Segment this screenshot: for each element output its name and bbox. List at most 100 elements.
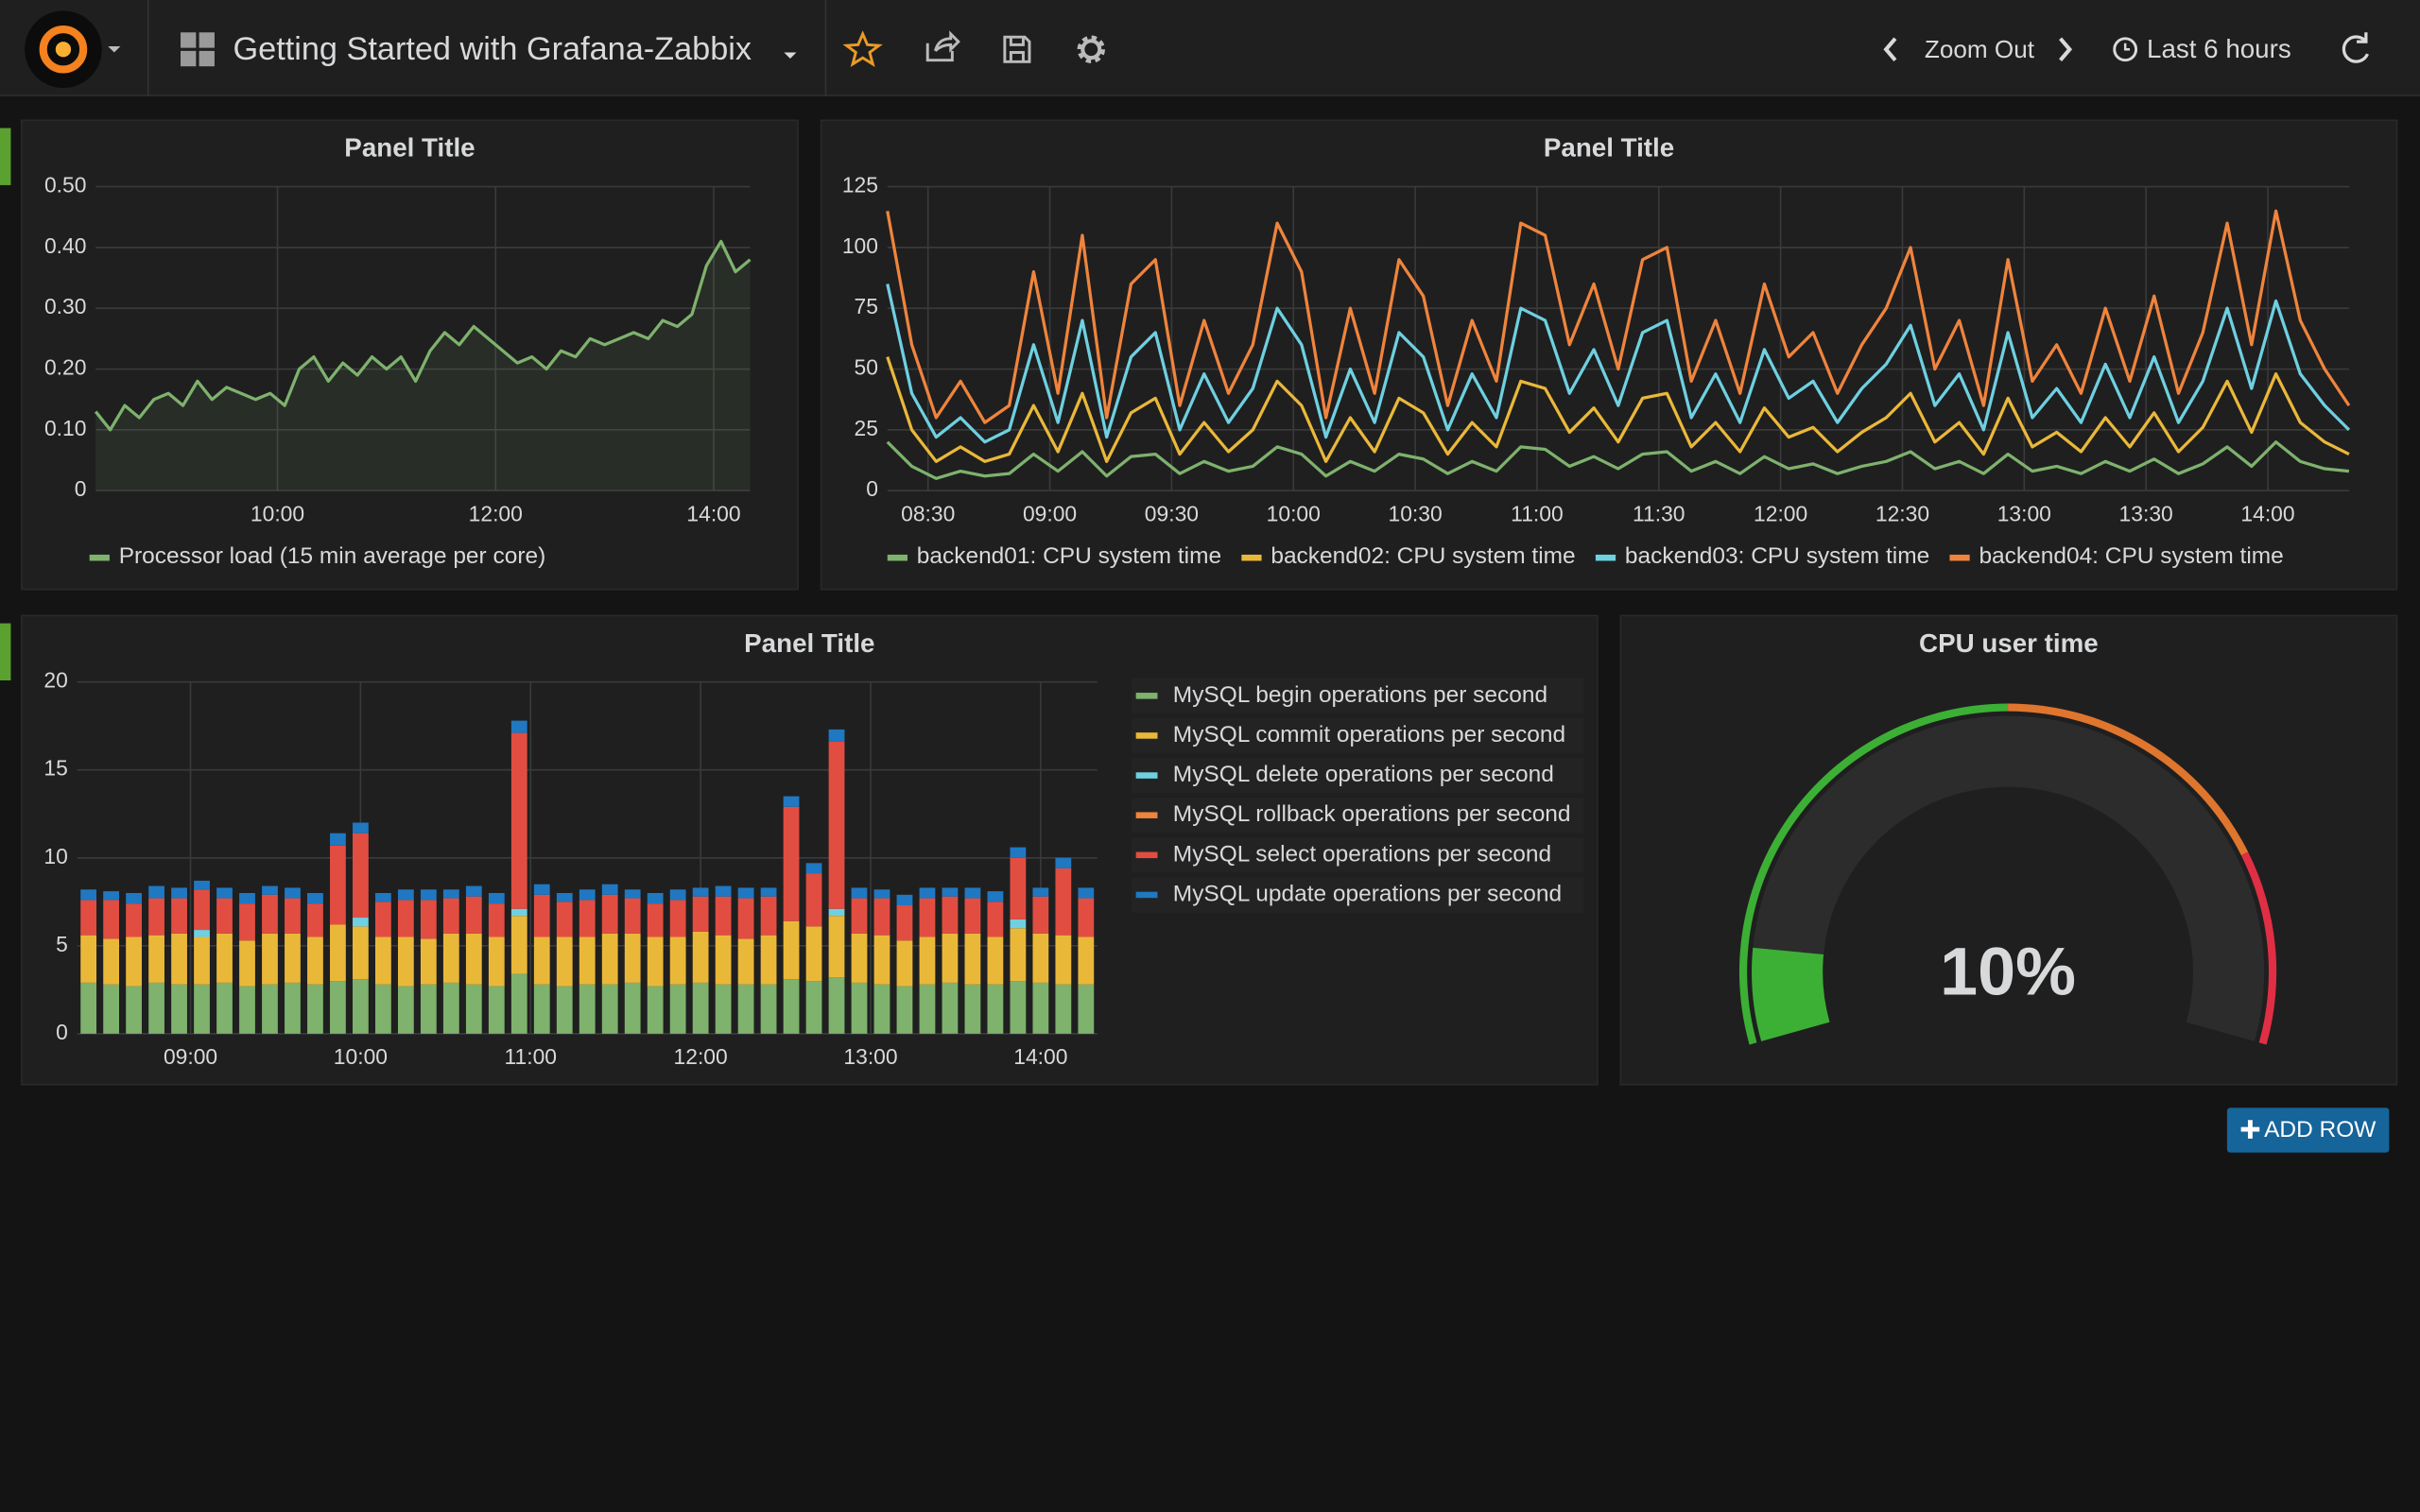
legend-swatch — [1135, 772, 1158, 779]
bar-segment — [1010, 928, 1027, 982]
bar-segment — [919, 898, 936, 937]
y-tick-label: 0 — [866, 476, 878, 501]
bar-segment — [488, 903, 505, 937]
bar-segment — [896, 905, 913, 941]
y-tick-label: 0.20 — [44, 355, 86, 380]
zoom-forward[interactable] — [2059, 37, 2073, 62]
bar-segment — [624, 898, 641, 934]
y-tick-label: 50 — [855, 355, 878, 380]
panel — [820, 119, 2398, 591]
bar-segment — [262, 894, 278, 934]
bar-segment — [556, 986, 573, 1034]
bar-segment — [510, 732, 527, 909]
bar-segment — [579, 900, 596, 937]
bar-segment — [828, 916, 845, 978]
bar-segment — [715, 885, 732, 897]
bar-segment — [353, 822, 369, 833]
bar-segment — [647, 903, 664, 937]
y-tick-label: 20 — [43, 668, 67, 693]
row-marker[interactable] — [0, 128, 11, 185]
bar-segment — [1010, 857, 1027, 919]
bar-segment — [262, 933, 278, 985]
add-row-label: ADD ROW — [2264, 1117, 2377, 1143]
bar-segment — [1032, 933, 1049, 983]
navbar — [0, 0, 2420, 96]
y-tick-label: 0.30 — [44, 294, 86, 318]
cog-teeth — [1077, 35, 1105, 63]
bar-segment — [783, 979, 800, 1034]
y-tick-label: 25 — [855, 416, 878, 440]
bar-segment — [171, 933, 187, 985]
bar-segment — [353, 979, 369, 1034]
bar-segment — [805, 863, 822, 874]
bar-segment — [1055, 857, 1072, 868]
bar-segment — [239, 986, 255, 1034]
bar-segment — [987, 984, 1004, 1034]
bar-segment — [1032, 896, 1049, 934]
logo-core — [55, 42, 72, 58]
bar-segment — [556, 902, 573, 937]
bar-segment — [103, 891, 119, 901]
x-tick-label: 10:00 — [251, 501, 304, 525]
bar-segment — [442, 933, 459, 983]
bar-segment — [942, 887, 959, 897]
settings-button[interactable] — [1077, 35, 1105, 63]
bar-segment — [942, 933, 959, 983]
bar-segment — [760, 887, 777, 897]
bar-segment — [1078, 936, 1095, 985]
save-button[interactable] — [1003, 35, 1031, 63]
panel-title: Panel Title — [744, 628, 874, 658]
bar-segment — [285, 933, 301, 983]
legend-row-bg — [1131, 757, 1584, 794]
legend-row-bg — [1131, 678, 1584, 714]
bar-segment — [420, 900, 437, 939]
bar-segment — [330, 833, 346, 846]
y-tick-label: 5 — [56, 932, 68, 956]
bar-segment — [533, 936, 550, 985]
zoom-back[interactable] — [1883, 37, 1897, 62]
legend-swatch — [1135, 851, 1158, 859]
bar-segment — [533, 884, 550, 895]
bar-segment — [669, 900, 686, 937]
line-series — [886, 440, 2350, 480]
grid-icon-cell — [199, 32, 215, 48]
bar-segment — [556, 892, 573, 902]
row-marker[interactable] — [0, 623, 11, 680]
bar-segment — [420, 889, 437, 901]
legend-label: backend04: CPU system time — [1979, 543, 2283, 569]
legend-label: MySQL update operations per second — [1173, 881, 1562, 906]
time-picker[interactable]: Last 6 hours — [2113, 34, 2291, 63]
threshold-band — [2240, 851, 2277, 1045]
bar-segment — [510, 720, 527, 733]
bar-segment — [374, 936, 391, 985]
bar-segment — [624, 982, 641, 1034]
panel-title: CPU user time — [1919, 628, 2099, 658]
bar-segment — [669, 936, 686, 985]
logo-caret — [108, 45, 121, 53]
zoom-out[interactable]: Zoom Out — [1925, 35, 2035, 63]
x-tick-label: 08:30 — [901, 501, 955, 525]
bar-segment — [647, 936, 664, 987]
bar-segment — [397, 936, 414, 987]
legend-swatch — [1949, 554, 1970, 561]
bar-segment — [353, 833, 369, 919]
dashboard-picker[interactable]: Getting Started with Grafana-Zabbix — [181, 31, 797, 67]
bar-segment — [80, 935, 97, 983]
bar-segment — [737, 938, 754, 985]
bar-segment — [216, 982, 233, 1034]
bar-segment — [851, 887, 868, 899]
add-row-button[interactable]: ADD ROW — [2226, 1108, 2390, 1153]
x-tick-label: 10:00 — [1267, 501, 1321, 525]
bar-segment — [692, 887, 709, 897]
bar-segment — [397, 900, 414, 937]
bar-segment — [579, 984, 596, 1034]
refresh-button[interactable] — [2342, 32, 2369, 63]
logo[interactable] — [25, 10, 121, 89]
share-button[interactable] — [925, 30, 960, 62]
bar-segment — [465, 984, 482, 1034]
bar-segment — [239, 903, 255, 941]
star-button[interactable] — [842, 30, 883, 67]
x-tick-label: 12:00 — [469, 501, 523, 525]
